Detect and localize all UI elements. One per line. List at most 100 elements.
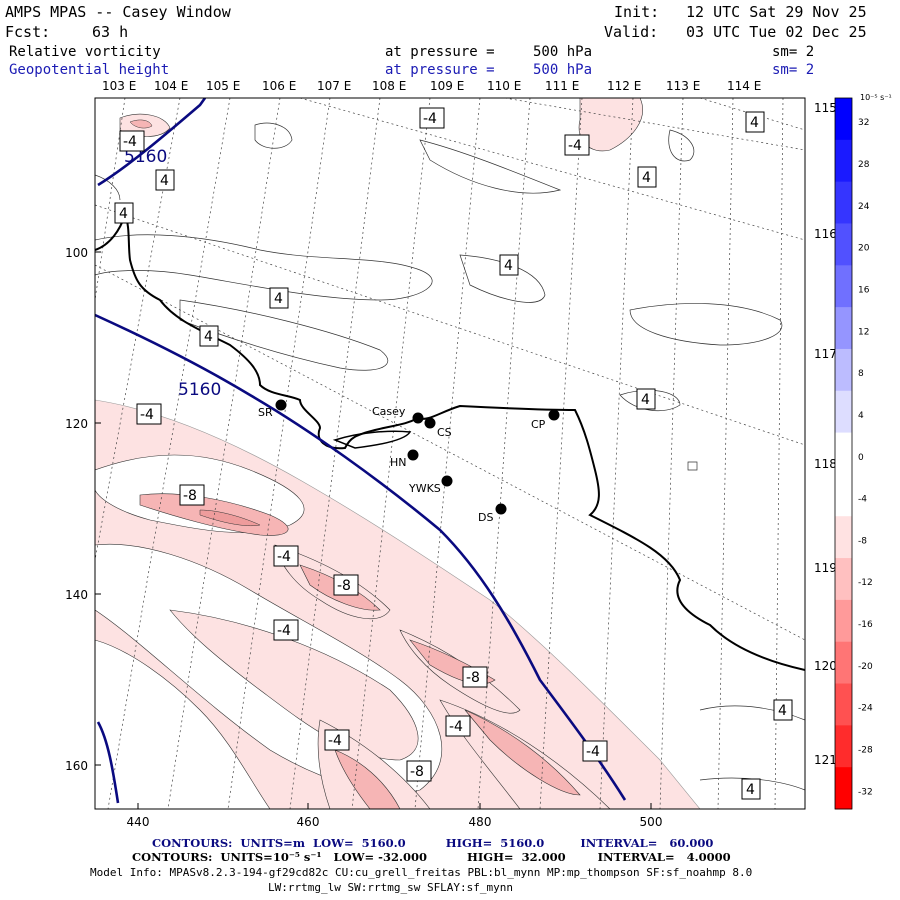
grid-meridian	[477, 98, 531, 809]
lon-label: 104 E	[154, 79, 188, 93]
colorbar-label: 8	[858, 369, 864, 379]
geopotential-contours	[95, 98, 627, 804]
colorbar-label: -20	[858, 662, 873, 672]
grid-meridian	[95, 98, 181, 561]
svg-text:4: 4	[778, 703, 787, 719]
map-title: AMPS MPAS -- Casey Window	[5, 3, 231, 21]
box-label: -4	[273, 619, 299, 641]
svg-text:4: 4	[204, 329, 213, 345]
contour-value-labels: -4 4 4 -4 -4 4 4 4 4 4 4 -4 -8 -4 -8 -4 …	[114, 107, 793, 800]
box-label: -8	[406, 760, 432, 782]
grid-meridian	[717, 98, 734, 809]
box-label: -4	[119, 130, 145, 152]
svg-text:SR: SR	[258, 406, 273, 419]
field-smoothing: sm= 2	[772, 62, 815, 78]
vorticity-contours	[95, 122, 805, 791]
box-label: -8	[333, 574, 359, 596]
colorbar-label: -32	[858, 787, 873, 797]
station-cp[interactable]: CP	[531, 409, 560, 432]
colorbar-swatch	[835, 265, 852, 308]
svg-text:4: 4	[504, 258, 513, 274]
colorbar-swatch	[835, 683, 852, 726]
height-contour-sw	[96, 721, 120, 804]
svg-text:4: 4	[642, 170, 651, 186]
svg-text:-4: -4	[277, 549, 291, 565]
svg-text:CS: CS	[437, 426, 452, 439]
vort-north-2	[578, 98, 643, 152]
svg-text:4: 4	[274, 291, 283, 307]
colorbar-label: 4	[858, 411, 864, 421]
colorbar-label: -16	[858, 620, 873, 630]
coastline	[95, 212, 805, 671]
box-label: -8	[179, 484, 205, 506]
station-ywks[interactable]: YWKS	[408, 475, 453, 496]
svg-text:-4: -4	[449, 719, 463, 735]
svg-text:4: 4	[119, 206, 128, 222]
colorbar-label: -8	[858, 536, 867, 546]
grid-meridian	[539, 98, 583, 809]
contour-line-6	[254, 122, 293, 149]
lon-label: 108 E	[372, 79, 406, 93]
colorbar-frame	[834, 97, 853, 810]
grid-meridian	[107, 98, 231, 809]
coastline-island	[332, 430, 412, 449]
footer-model-info: Model Info: MPASv8.2.3-194-gf29cd82c CU:…	[90, 866, 753, 879]
grid-parallel	[504, 98, 805, 151]
station-cs[interactable]: CS	[424, 417, 452, 440]
contour-line-2	[179, 299, 389, 371]
contour-line-3	[459, 254, 546, 303]
lon-label: 112 E	[607, 79, 641, 93]
stations: SR Casey CS CP HN YWKS DS	[258, 399, 560, 525]
height-contour-north	[97, 98, 207, 187]
station-hn[interactable]: HN	[390, 449, 419, 470]
colorbar-swatch	[835, 98, 852, 141]
colorbar-label: 16	[858, 285, 870, 295]
colorbar-label: 12	[858, 327, 869, 337]
box-label: 4	[155, 169, 175, 191]
grid-parallel	[299, 98, 805, 241]
field-name-vorticity: Relative vorticity	[9, 44, 161, 60]
grid-meridian	[599, 98, 634, 809]
init-label: Init:	[614, 3, 660, 21]
lon-label: 103 E	[102, 79, 136, 93]
lon-label: 109 E	[430, 79, 464, 93]
box-label: 4	[741, 778, 761, 800]
footer-model-physics: LW:rrtmg_lw SW:rrtmg_sw SFLAY:sf_mynn	[268, 881, 514, 894]
svg-text:YWKS: YWKS	[408, 482, 441, 495]
box-label: -8	[462, 666, 488, 688]
vort-north-3	[129, 119, 153, 129]
station-sr[interactable]: SR	[258, 399, 287, 420]
grid-meridian	[95, 98, 126, 301]
colorbar-label: 28	[858, 160, 870, 170]
colorbar-label: -24	[858, 704, 873, 714]
svg-text:-4: -4	[568, 138, 582, 154]
colorbar-swatch	[835, 725, 852, 768]
svg-text:-4: -4	[586, 744, 600, 760]
svg-text:Casey: Casey	[372, 405, 406, 418]
colorbar-label: -4	[858, 495, 867, 505]
lon-label: 110 E	[487, 79, 521, 93]
height-label: 5160	[124, 147, 167, 167]
vort-band-c	[169, 609, 419, 761]
lon-label: 113 E	[666, 79, 700, 93]
box-label: -4	[419, 107, 445, 129]
box-label: 4	[637, 166, 657, 188]
colorbar-label: 20	[858, 244, 870, 254]
colorbar-swatch	[835, 432, 852, 475]
contour-line-10	[699, 705, 805, 721]
svg-text:HN: HN	[390, 456, 407, 469]
field-pressure-value: 500 hPa	[533, 62, 593, 78]
colorbar-swatch	[835, 641, 852, 685]
svg-text:-4: -4	[277, 623, 291, 639]
vort-core-4	[464, 709, 581, 796]
station-ds[interactable]: DS	[478, 503, 507, 525]
svg-text:-4: -4	[140, 407, 154, 423]
field-pressure-value: 500 hPa	[533, 44, 593, 60]
station-casey[interactable]: Casey	[372, 405, 424, 424]
colorbar-swatch	[835, 223, 852, 266]
lon-label: 114 E	[727, 79, 761, 93]
y-tick: 100	[65, 246, 88, 260]
x-tick: 500	[640, 815, 663, 829]
colorbar-swatch	[835, 767, 852, 810]
